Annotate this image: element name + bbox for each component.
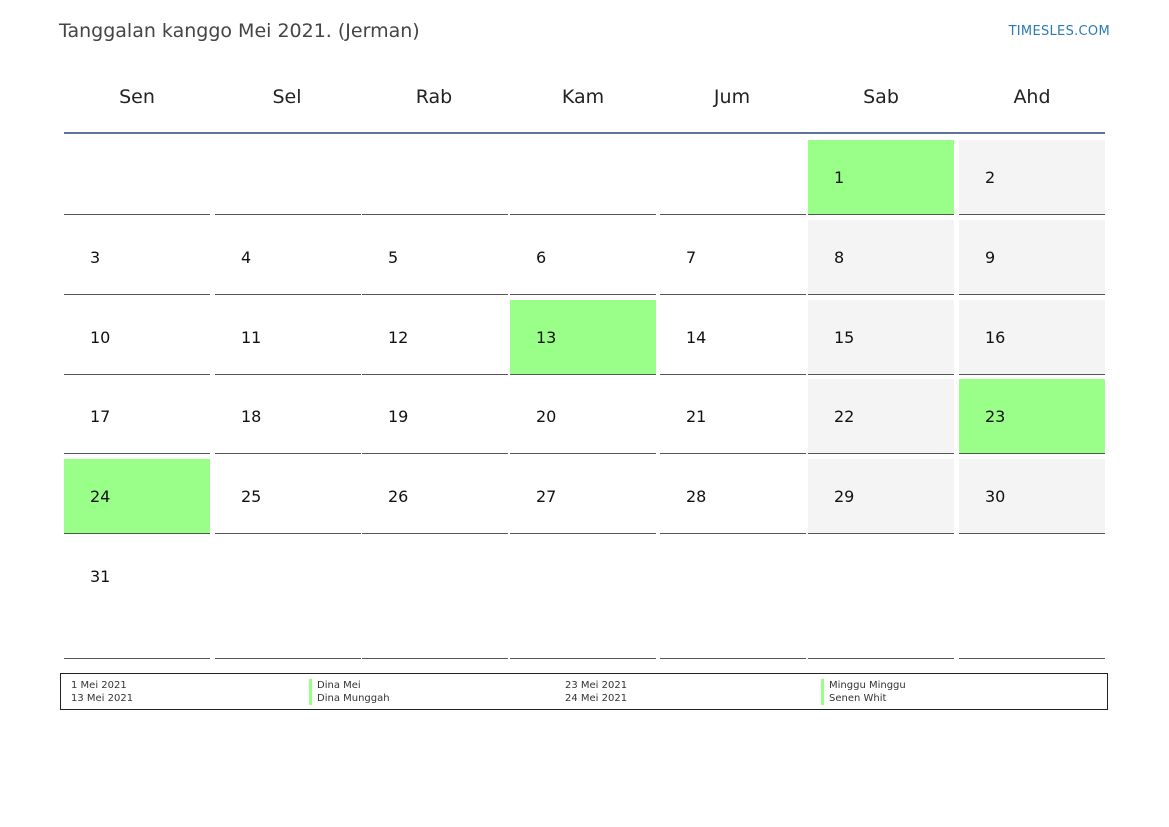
day-cell: 7 [660, 220, 806, 295]
empty-day-cell [660, 539, 806, 659]
empty-day-cell [510, 140, 656, 215]
day-number: 9 [985, 248, 996, 267]
day-number: 24 [90, 487, 111, 506]
legend-holiday-name: Minggu Minggu [821, 679, 906, 692]
day-cell: 17 [64, 379, 210, 454]
weekday-sun: Ahd [1013, 86, 1051, 108]
day-number: 15 [834, 328, 855, 347]
day-number: 26 [388, 487, 409, 506]
day-cell: 18 [215, 379, 361, 454]
day-number: 5 [388, 248, 399, 267]
day-cell: 22 [808, 379, 954, 454]
day-cell: 27 [510, 459, 656, 534]
empty-day-cell [362, 140, 508, 215]
empty-day-cell [959, 539, 1105, 659]
legend-holiday-name: Senen Whit [821, 692, 906, 705]
day-number: 10 [90, 328, 111, 347]
brand-link[interactable]: TIMESLES.COM [1008, 24, 1110, 39]
empty-day-cell [64, 140, 210, 215]
day-number: 30 [985, 487, 1006, 506]
day-cell: 29 [808, 459, 954, 534]
page-title: Tanggalan kanggo Mei 2021. (Jerman) [59, 20, 420, 42]
day-number: 19 [388, 407, 409, 426]
legend-date: 1 Mei 2021 [71, 680, 127, 691]
day-cell: 31 [64, 539, 210, 659]
day-number: 27 [536, 487, 557, 506]
day-number: 22 [834, 407, 855, 426]
day-grid: 1 2 3 4 5 6 7 8 9 10 11 12 13 14 15 16 17 18 19 20 21 22 23 24 2… [64, 134, 1105, 664]
legend-dates-left: 1 Mei 2021 13 Mei 2021 [71, 679, 133, 705]
legend-names-left: Dina Mei Dina Munggah [309, 679, 390, 705]
empty-day-cell [215, 140, 361, 215]
day-cell: 24 [64, 459, 210, 534]
day-cell: 9 [959, 220, 1105, 295]
calendar: Sen Sel Rab Kam Jum Sab Ahd 1 2 3 4 5 6 7 8 9 10 1… [64, 70, 1105, 664]
day-cell: 8 [808, 220, 954, 295]
day-number: 16 [985, 328, 1006, 347]
day-cell: 14 [660, 300, 806, 375]
day-number: 23 [985, 407, 1006, 426]
day-number: 13 [536, 328, 557, 347]
legend-date: 23 Mei 2021 [565, 680, 628, 691]
day-number: 18 [241, 407, 262, 426]
day-cell: 1 [808, 140, 954, 215]
day-cell: 13 [510, 300, 656, 375]
day-number: 12 [388, 328, 409, 347]
weekday-header: Sen Sel Rab Kam Jum Sab Ahd [64, 70, 1105, 134]
legend-date: 24 Mei 2021 [565, 693, 628, 704]
day-number: 28 [686, 487, 707, 506]
weekday-fri: Jum [713, 86, 751, 108]
day-cell: 23 [959, 379, 1105, 454]
day-number: 20 [536, 407, 557, 426]
day-cell: 10 [64, 300, 210, 375]
day-number: 11 [241, 328, 262, 347]
day-cell: 12 [362, 300, 508, 375]
holiday-legend: 1 Mei 2021 13 Mei 2021 Dina Mei Dina Mun… [60, 673, 1108, 710]
empty-day-cell [362, 539, 508, 659]
day-number: 3 [90, 248, 101, 267]
day-number: 31 [90, 567, 111, 586]
day-number: 25 [241, 487, 262, 506]
day-cell: 5 [362, 220, 508, 295]
weekday-thu: Kam [561, 86, 605, 108]
day-cell: 16 [959, 300, 1105, 375]
day-number: 2 [985, 168, 996, 187]
day-cell: 28 [660, 459, 806, 534]
day-number: 29 [834, 487, 855, 506]
day-cell: 2 [959, 140, 1105, 215]
legend-dates-right: 23 Mei 2021 24 Mei 2021 [565, 679, 627, 705]
legend-holiday-name: Dina Mei [309, 679, 390, 692]
day-number: 14 [686, 328, 707, 347]
day-number: 7 [686, 248, 697, 267]
day-cell: 21 [660, 379, 806, 454]
day-number: 8 [834, 248, 845, 267]
day-cell: 11 [215, 300, 361, 375]
day-cell: 25 [215, 459, 361, 534]
weekday-tue: Sel [272, 86, 302, 108]
legend-holiday-name: Dina Munggah [309, 692, 390, 705]
day-number: 4 [241, 248, 252, 267]
weekday-wed: Rab [415, 86, 453, 108]
day-cell: 4 [215, 220, 361, 295]
weekday-mon: Sen [119, 86, 155, 108]
day-cell: 30 [959, 459, 1105, 534]
day-number: 17 [90, 407, 111, 426]
day-cell: 20 [510, 379, 656, 454]
empty-day-cell [808, 539, 954, 659]
day-cell: 19 [362, 379, 508, 454]
day-cell: 3 [64, 220, 210, 295]
day-number: 1 [834, 168, 845, 187]
legend-names-right: Minggu Minggu Senen Whit [821, 679, 906, 705]
day-cell: 26 [362, 459, 508, 534]
empty-day-cell [660, 140, 806, 215]
weekday-sat: Sab [863, 86, 899, 108]
legend-date: 13 Mei 2021 [71, 693, 134, 704]
empty-day-cell [510, 539, 656, 659]
day-cell: 6 [510, 220, 656, 295]
day-cell: 15 [808, 300, 954, 375]
empty-day-cell [215, 539, 361, 659]
day-number: 21 [686, 407, 707, 426]
day-number: 6 [536, 248, 547, 267]
